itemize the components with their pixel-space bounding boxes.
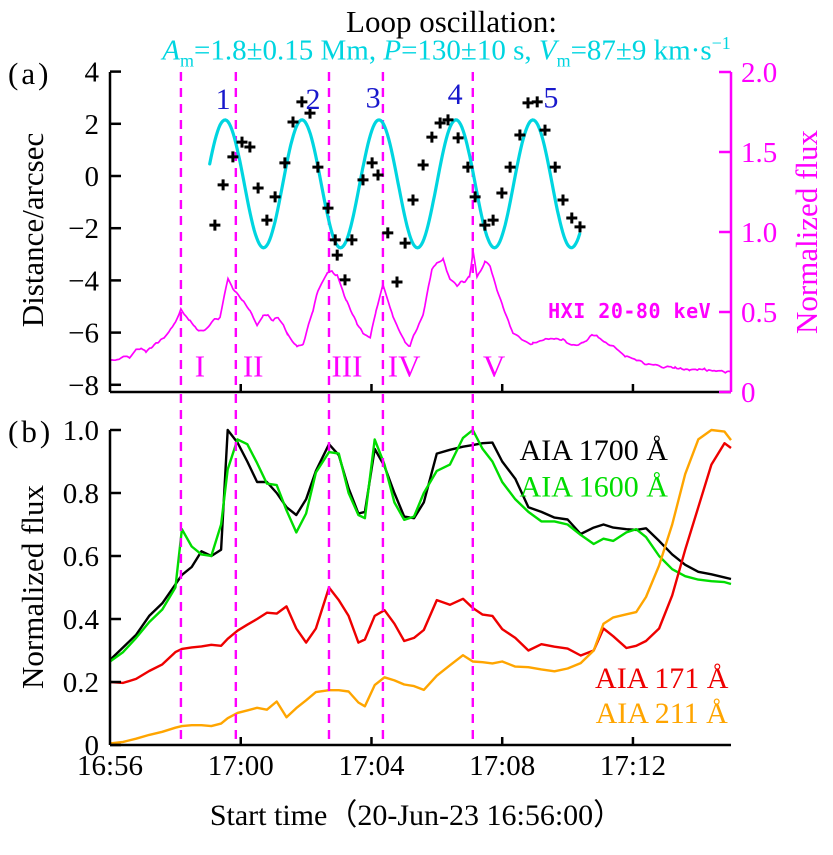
aia-curve-3 (109, 442, 732, 685)
panel-a-left-tick-label: −2 (68, 213, 99, 245)
panel-a-right-tick-label: 2.0 (741, 57, 777, 89)
panel-a-left-tick-label: 0 (85, 161, 100, 193)
subtitle-segment: V (538, 34, 557, 67)
legend-aia-3: AIA 171 Å (595, 662, 729, 695)
aia-curve-1 (109, 428, 732, 661)
fit-parameters-subtitle: Am=1.8±0.15 Mm, P=130±10 s, Vm=87±9 km·s… (0, 33, 833, 71)
sine-fit-curve (208, 118, 582, 250)
panel-b-left-tick-label: 0.6 (63, 541, 99, 573)
oscillation-peak-number: 5 (543, 82, 558, 115)
subtitle-segment: m (556, 50, 571, 71)
hxi-light-curve (109, 251, 732, 374)
panel-a-left-tick-label: −4 (68, 265, 99, 297)
subtitle-segment: =87±9 km·s (570, 34, 712, 67)
panel-a-left-tick-label: −8 (68, 370, 99, 402)
x-tick-label: 16:56 (77, 750, 143, 782)
panel-a-right-tick-label: 0 (741, 377, 756, 409)
hxi-pulse-roman-numeral: IV (388, 349, 421, 384)
aia-curve-2 (109, 428, 732, 663)
panel-a-left-tick-label: 4 (85, 57, 100, 89)
hxi-pulse-roman-numeral: II (243, 349, 264, 384)
legend-aia-4: AIA 211 Å (596, 697, 729, 730)
panel-b-left-tick-label: 0.2 (63, 667, 99, 699)
subtitle-segment: =1.8±0.15 Mm, (193, 34, 384, 67)
panel-b-left-tick-label: 1.0 (63, 415, 99, 447)
hxi-curve-label: HXI 20-80 keV (548, 299, 711, 323)
chart-title: Loop oscillation: (346, 4, 557, 39)
subtitle-segment: −1 (711, 33, 731, 53)
panel-b-left-tick-label: 0.8 (63, 478, 99, 510)
subtitle-segment: A (162, 34, 180, 67)
hxi-pulse-roman-numeral: V (483, 349, 506, 384)
oscillation-peak-number: 2 (305, 83, 320, 116)
x-tick-label: 17:08 (469, 750, 535, 782)
subtitle-segment: P (383, 34, 402, 67)
oscillation-peak-number: 3 (366, 82, 381, 115)
subtitle-segment: m (179, 50, 194, 71)
panel-b-letter: (b) (8, 414, 54, 449)
panel-a-left-axis-title: Distance/arcsec (15, 132, 50, 328)
panel-a-right-tick-label: 0.5 (741, 297, 777, 329)
x-axis-title: Start time（20-Jun-23 16:56:00） (209, 799, 624, 832)
panel-a-left-tick-label: 2 (85, 109, 100, 141)
panel-a-right-tick-label: 1.5 (741, 137, 777, 169)
panel-b-left-tick-label: 0.4 (63, 604, 100, 636)
subtitle-segment: =130±10 s, (401, 34, 539, 67)
legend-aia-2: AIA 1600 Å (520, 471, 669, 504)
hxi-pulse-roman-numeral: III (331, 349, 362, 384)
x-tick-label: 17:12 (600, 750, 666, 782)
loop-position-plus-markers (209, 96, 586, 288)
aia-curve-4 (109, 428, 732, 745)
panel-b-axis-title: Normalized flux (15, 484, 50, 690)
x-tick-label: 17:00 (208, 750, 274, 782)
panel-a-letter: (a) (8, 56, 52, 91)
oscillation-peak-number: 4 (448, 78, 463, 111)
legend-aia-1: AIA 1700 Å (520, 434, 669, 467)
panel-a-right-axis-title: Normalized flux (789, 129, 824, 335)
hxi-pulse-roman-numeral: I (195, 349, 205, 384)
oscillation-peak-number: 1 (216, 83, 231, 116)
panel-a-left-tick-label: −6 (68, 318, 99, 350)
panel-a-right-tick-label: 1.0 (741, 217, 777, 249)
x-tick-label: 17:04 (338, 750, 405, 782)
panel-b-left-tick-label: 0 (85, 730, 100, 762)
